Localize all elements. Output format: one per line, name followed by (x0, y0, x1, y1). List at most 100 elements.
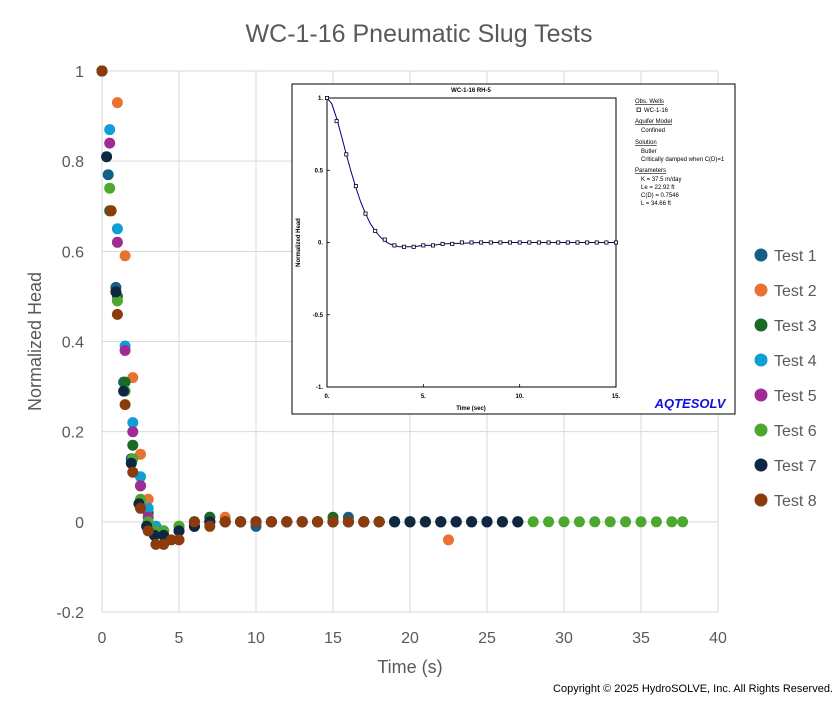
data-point (142, 493, 154, 505)
legend-label: Test 8 (774, 493, 817, 510)
inset-observation-point (565, 240, 570, 245)
brand-logo: AQTESOLV (654, 396, 727, 411)
inset-observation-point (556, 240, 561, 245)
y-axis-title: Normalized Head (25, 272, 45, 411)
inset-parameter: L = 34.66 ft (641, 201, 671, 207)
inset-title: WC-1-16 RH-5 (451, 88, 491, 94)
legend-marker (754, 423, 768, 437)
inset-x-tick-label: 0. (324, 394, 329, 400)
data-point (188, 516, 200, 528)
inset-observation-point (459, 240, 464, 245)
x-tick-label: 0 (98, 630, 107, 647)
x-tick-label: 10 (247, 630, 265, 647)
data-point (419, 516, 431, 528)
data-point (435, 516, 447, 528)
data-point (102, 169, 114, 181)
data-point (104, 124, 116, 136)
data-point (450, 516, 462, 528)
inset-observation-point (392, 243, 397, 248)
y-tick-label: 1 (75, 64, 84, 81)
inset-observation-point (344, 152, 349, 157)
data-point (127, 417, 139, 429)
data-point (104, 182, 116, 194)
data-point (404, 516, 416, 528)
data-point (101, 151, 113, 163)
data-point (558, 516, 570, 528)
inset-observation-point (536, 240, 541, 245)
data-point (589, 516, 601, 528)
inset-observation-point (488, 240, 493, 245)
data-point (389, 516, 401, 528)
inset-observation-point (469, 240, 474, 245)
data-point (512, 516, 524, 528)
legend-marker (754, 458, 768, 472)
y-tick-label: 0.6 (62, 244, 84, 261)
inset-frame (291, 83, 736, 415)
x-tick-label: 35 (632, 630, 650, 647)
data-point (125, 457, 137, 469)
data-point (650, 516, 662, 528)
data-point (111, 97, 123, 109)
data-point (604, 516, 616, 528)
inset-observation-point (498, 240, 503, 245)
inset-parameter: K = 37.5 m/day (641, 177, 682, 183)
legend-label: Test 6 (774, 423, 817, 440)
data-point (111, 295, 123, 307)
legend-marker (754, 283, 768, 297)
data-point (327, 516, 339, 528)
data-point (142, 502, 154, 514)
inset-panel-text: Solution (635, 140, 657, 146)
data-point (127, 426, 139, 438)
inset-observation-point (430, 243, 435, 248)
legend-marker (754, 318, 768, 332)
inset-y-tick-label: -1. (316, 385, 323, 391)
inset-panel-text: Confined (641, 128, 665, 134)
data-point (127, 466, 139, 478)
inset-parameter: C(D) = 0.7546 (641, 193, 680, 199)
data-point (219, 516, 231, 528)
data-point (235, 516, 247, 528)
legend: Test 1 Test 2 Test 3 Test 4 Test 5 Test 6 Test… (754, 248, 817, 510)
inset-legend-marker (636, 107, 641, 112)
data-point (127, 439, 139, 451)
y-tick-label: 0 (75, 515, 84, 532)
x-tick-label: 30 (555, 630, 573, 647)
data-point (543, 516, 555, 528)
inset-observation-point (546, 240, 551, 245)
chart-title: WC-1-16 Pneumatic Slug Tests (246, 20, 593, 48)
data-point (466, 516, 478, 528)
data-point (573, 516, 585, 528)
y-tick-label: 0.4 (62, 335, 84, 352)
inset-y-tick-label: 0.5 (315, 168, 324, 174)
inset-observation-point (353, 184, 358, 189)
inset-chart: WC-1-16 RH-5 0. 5. 10. 15. -1. -0.5 0. 0.5 1. Time… (291, 83, 736, 415)
data-point (104, 137, 116, 149)
inset-y-tick-label: -0.5 (313, 313, 324, 319)
data-point (373, 516, 385, 528)
data-point (118, 385, 130, 397)
legend-label: Test 3 (774, 318, 817, 335)
data-point (677, 516, 689, 528)
data-point (135, 480, 146, 492)
inset-observation-point (382, 237, 387, 242)
data-point (635, 516, 647, 528)
inset-x-tick-label: 10. (515, 394, 524, 400)
data-point (250, 516, 262, 528)
legend-label: Test 2 (774, 283, 817, 300)
x-axis-title: Time (s) (377, 657, 442, 677)
data-point (281, 516, 293, 528)
inset-observation-point (402, 244, 407, 249)
series-8 (96, 65, 385, 550)
inset-y-tick-label: 1. (318, 96, 323, 102)
inset-panel-text: Critically damped when C(D)=1 (641, 157, 725, 163)
main-points (96, 65, 689, 550)
legend-label: Test 4 (774, 353, 817, 370)
legend-marker (754, 353, 768, 367)
legend-marker (754, 388, 768, 402)
y-tick-label: 0.2 (62, 425, 84, 442)
inset-observation-point (614, 240, 619, 245)
inset-x-tick-label: 15. (612, 394, 621, 400)
data-point (96, 65, 108, 77)
data-point (481, 516, 493, 528)
data-point (110, 286, 122, 298)
